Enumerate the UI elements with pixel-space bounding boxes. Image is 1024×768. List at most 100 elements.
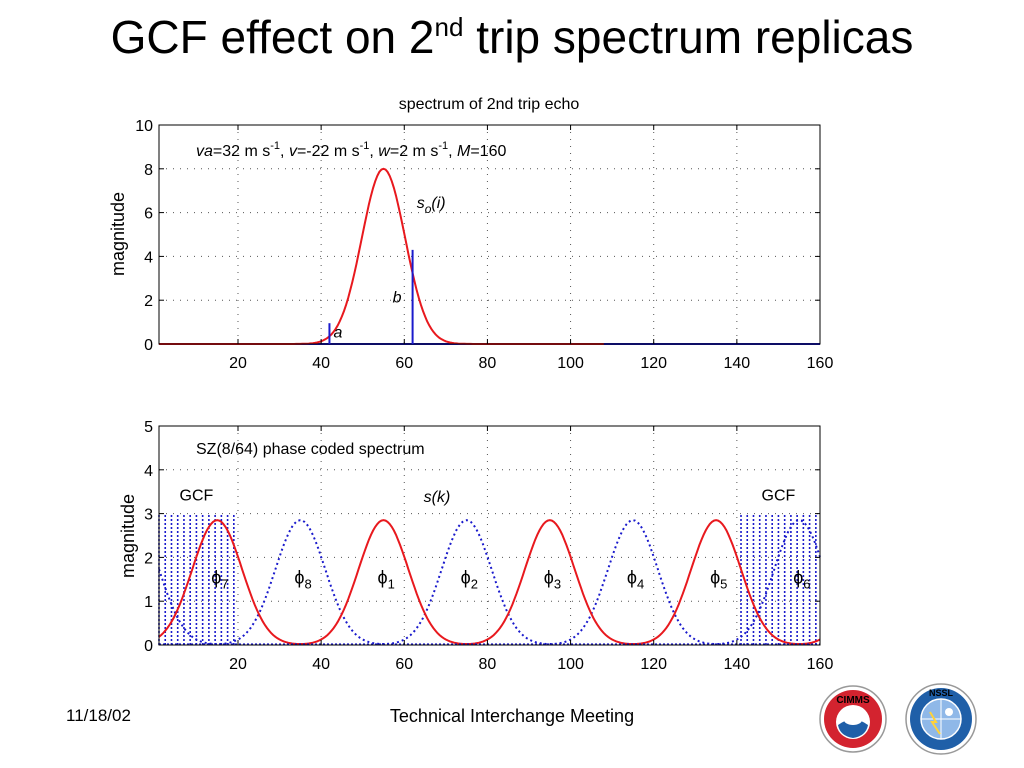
- bottom-chart-inner-title: SZ(8/64) phase coded spectrum: [196, 441, 425, 458]
- charts-canvas: spectrum of 2nd trip echo 20 40 60 80 100 120…: [108, 96, 833, 673]
- so-label-s: s: [417, 195, 425, 212]
- x-tick-label: 100: [557, 355, 584, 372]
- top-chart-param-text: va=32 m s-1, v=-22 m s-1, w=2 m s-1, M=1…: [196, 140, 506, 160]
- bottom-chart-frame: [158, 425, 821, 646]
- y-tick-label: 0: [144, 337, 153, 354]
- blue-replica-series: [158, 519, 821, 645]
- footer-date: 11/18/02: [66, 706, 131, 725]
- phi-label-5: ϕ5: [710, 568, 727, 592]
- y-tick-label: 2: [144, 550, 153, 567]
- title-superscript: nd: [434, 12, 464, 42]
- phi-subscript: 8: [304, 577, 311, 592]
- red-replica-series: [158, 519, 821, 645]
- bottom-chart-ylabel: magnitude: [118, 494, 138, 578]
- param-va-value: =32 m s: [213, 143, 270, 160]
- x-tick-label: 160: [807, 355, 834, 372]
- nssl-logo-text: NSSL: [929, 688, 954, 698]
- marker-label-b: b: [393, 289, 402, 306]
- x-tick-label: 20: [229, 355, 247, 372]
- top-chart-title: spectrum of 2nd trip echo: [399, 96, 580, 113]
- bottom-chart-ticks: 20 40 60 80 100 120 140 160 0 1 2 3 4 5: [144, 419, 833, 673]
- param-exp-3: -1: [438, 140, 448, 152]
- y-tick-label: 3: [144, 507, 153, 524]
- phi-subscript: 4: [637, 577, 644, 592]
- y-tick-label: 6: [144, 206, 153, 223]
- so-label: so(i): [417, 195, 446, 216]
- y-tick-label: 2: [144, 293, 153, 310]
- param-exp-2: -1: [360, 140, 370, 152]
- cimms-logo: CIMMS: [819, 685, 887, 753]
- top-chart-grid: [159, 125, 820, 344]
- x-tick-label: 140: [724, 656, 751, 673]
- phi-subscript: 7: [221, 577, 228, 592]
- y-tick-label: 8: [144, 162, 153, 179]
- param-v: v: [289, 143, 298, 160]
- y-tick-label: 5: [144, 419, 153, 436]
- marker-label-a: a: [333, 324, 342, 341]
- x-tick-label: 20: [229, 656, 247, 673]
- bottom-chart-series: [158, 513, 821, 645]
- phi-label-1: ϕ1: [377, 568, 394, 592]
- title-rest: trip spectrum replicas: [463, 11, 914, 63]
- x-tick-label: 80: [479, 355, 497, 372]
- x-tick-label: 60: [395, 355, 413, 372]
- top-chart-annotations: a b so(i): [328, 195, 446, 344]
- phi-subscript: 5: [720, 577, 727, 592]
- top-chart-frame: [158, 124, 821, 345]
- top-chart-ticks: 20 40 60 80 100 120 140 160 0 2 4 6 8 10: [135, 118, 833, 372]
- phi-symbol: ϕ: [294, 568, 304, 588]
- y-tick-label: 0: [144, 638, 153, 655]
- phi-symbol: ϕ: [461, 568, 471, 588]
- phi-subscript: 2: [471, 577, 478, 592]
- phi-label-7: ϕ7: [211, 568, 228, 592]
- phi-label-6: ϕ6: [793, 568, 810, 592]
- phi-label-4: ϕ4: [627, 568, 644, 592]
- top-chart: spectrum of 2nd trip echo 20 40 60 80 100 120…: [108, 96, 833, 372]
- x-tick-label: 60: [395, 656, 413, 673]
- so-label-sub: o: [425, 202, 432, 216]
- phi-symbol: ϕ: [377, 568, 387, 588]
- footer-meeting-title: Technical Interchange Meeting: [389, 706, 635, 726]
- param-v-value: =-22 m s: [297, 143, 360, 160]
- y-tick-label: 4: [144, 463, 153, 480]
- nssl-logo: NSSL: [905, 683, 977, 755]
- phi-symbol: ϕ: [627, 568, 637, 588]
- top-chart-series: [159, 167, 820, 345]
- title-main: GCF effect on 2: [110, 11, 435, 63]
- y-tick-label: 4: [144, 249, 153, 266]
- phi-subscript: 6: [803, 577, 810, 592]
- x-tick-label: 140: [724, 355, 751, 372]
- so-label-tail: (i): [431, 195, 445, 212]
- param-M-value: =160: [470, 143, 506, 160]
- slide-title: GCF effect on 2nd trip spectrum replicas: [0, 10, 1024, 64]
- phi-symbol: ϕ: [710, 568, 720, 588]
- y-tick-label: 1: [144, 594, 153, 611]
- x-tick-label: 120: [640, 656, 667, 673]
- x-tick-label: 80: [479, 656, 497, 673]
- x-tick-label: 120: [640, 355, 667, 372]
- gcf-label-1: GCF: [180, 487, 214, 504]
- param-w-value: =2 m s: [390, 143, 438, 160]
- param-w: w: [378, 143, 391, 160]
- x-tick-label: 40: [312, 355, 330, 372]
- x-tick-label: 100: [557, 656, 584, 673]
- phi-symbol: ϕ: [544, 568, 554, 588]
- phi-symbol: ϕ: [793, 568, 803, 588]
- top-chart-ylabel: magnitude: [108, 192, 128, 276]
- phi-label-2: ϕ2: [461, 568, 478, 592]
- phi-subscript: 3: [554, 577, 561, 592]
- bottom-chart: 20 40 60 80 100 120 140 160 0 1 2 3 4 5 magnitude SZ(…: [118, 419, 833, 673]
- bottom-chart-center-label: s(k): [424, 489, 451, 506]
- x-tick-label: 160: [807, 656, 834, 673]
- param-va: va: [196, 143, 213, 160]
- cimms-logo-text: CIMMS: [836, 695, 870, 706]
- phi-symbol: ϕ: [211, 568, 221, 588]
- phi-label-3: ϕ3: [544, 568, 561, 592]
- bottom-chart-grid: [159, 426, 820, 645]
- param-exp-1: -1: [270, 140, 280, 152]
- phi-label-8: ϕ8: [294, 568, 311, 592]
- phi-subscript: 1: [388, 577, 395, 592]
- gcf-label-2: GCF: [762, 487, 796, 504]
- y-tick-label: 10: [135, 118, 153, 135]
